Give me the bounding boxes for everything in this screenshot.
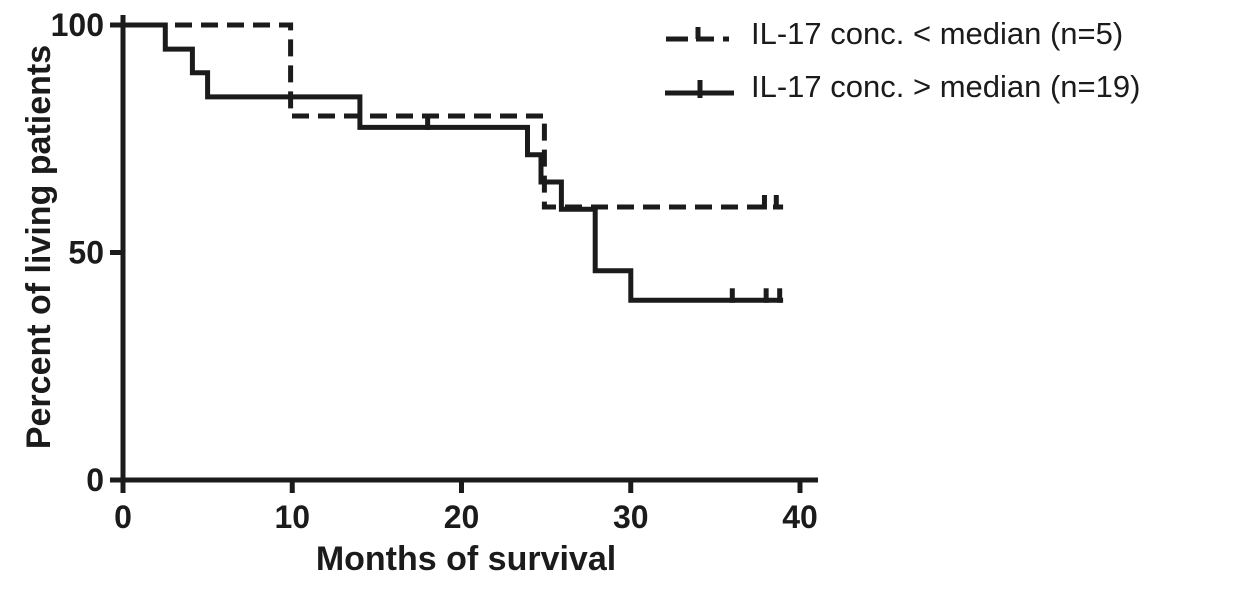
tick-labels: 0 10 20 30 40 0 50 100 <box>51 7 818 535</box>
legend: IL-17 conc. < median (n=5) IL-17 conc. >… <box>664 7 1140 113</box>
legend-label-below-median: IL-17 conc. < median (n=5) <box>751 15 1124 51</box>
x-tick-label: 10 <box>274 499 310 535</box>
y-axis-title: Percent of living patients <box>20 45 58 449</box>
above-median-curve <box>123 22 784 303</box>
y-tick-label: 100 <box>51 7 104 43</box>
axes <box>110 15 818 493</box>
y-tick-label: 0 <box>86 462 104 498</box>
legend-item-above-median: IL-17 conc. > median (n=19) <box>664 60 1140 113</box>
x-tick-label: 20 <box>444 499 480 535</box>
y-tick-label: 50 <box>68 235 104 271</box>
legend-item-below-median: IL-17 conc. < median (n=5) <box>664 7 1140 60</box>
x-tick-label: 30 <box>613 499 649 535</box>
dashed-censored-line-icon <box>666 26 729 41</box>
legend-label-above-median: IL-17 conc. > median (n=19) <box>751 68 1141 104</box>
survival-curves <box>123 22 784 303</box>
x-tick-label: 0 <box>114 499 132 535</box>
x-axis-title: Months of survival <box>316 540 616 578</box>
below-median-curve <box>123 22 784 210</box>
solid-censored-line-icon <box>665 79 734 98</box>
x-tick-label: 40 <box>782 499 818 535</box>
